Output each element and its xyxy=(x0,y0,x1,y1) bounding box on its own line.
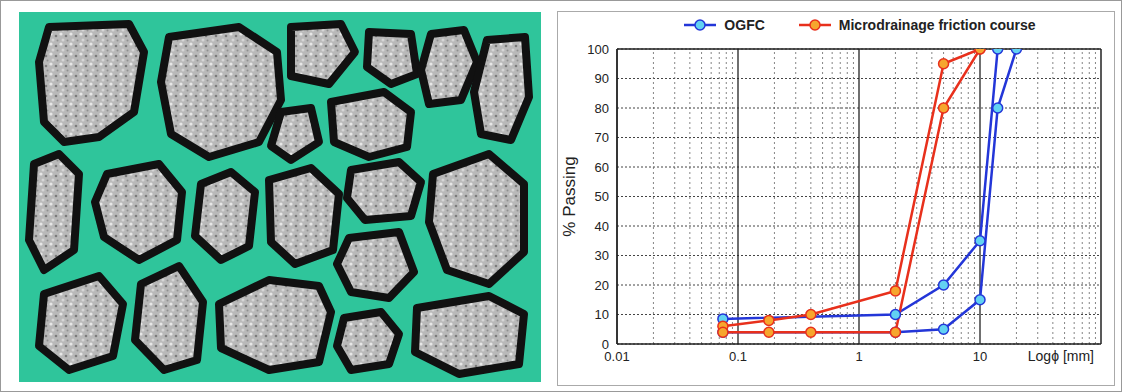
svg-text:70: 70 xyxy=(595,130,609,145)
svg-text:10: 10 xyxy=(595,307,609,322)
html-text:OGFC: OGFC xyxy=(724,17,765,33)
svg-text:Logϕ [mm]: Logϕ [mm] xyxy=(1028,348,1094,364)
svg-text:30: 30 xyxy=(595,248,609,263)
svg-text:50: 50 xyxy=(595,189,609,204)
svg-text:0.1: 0.1 xyxy=(729,349,747,364)
svg-text:60: 60 xyxy=(595,160,609,175)
svg-text:10: 10 xyxy=(973,349,987,364)
svg-text:40: 40 xyxy=(595,219,609,234)
svg-text:1: 1 xyxy=(855,349,862,364)
svg-text:90: 90 xyxy=(595,71,609,86)
svg-text:20: 20 xyxy=(595,278,609,293)
html-text:Microdrainage friction course: Microdrainage friction course xyxy=(838,17,1036,33)
svg-text:0.01: 0.01 xyxy=(604,349,630,365)
svg-text:% Passing: % Passing xyxy=(560,156,579,236)
svg-text:0: 0 xyxy=(602,337,609,352)
svg-text:80: 80 xyxy=(595,101,609,116)
svg-text:100: 100 xyxy=(587,42,609,57)
